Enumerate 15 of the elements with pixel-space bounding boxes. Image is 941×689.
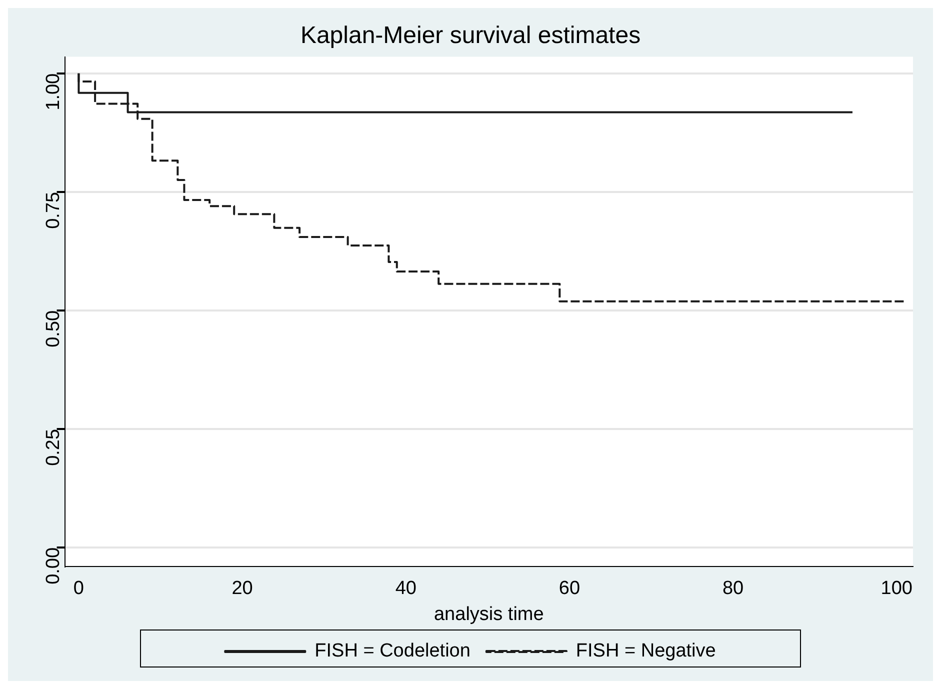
y-tick-label: 1.00: [43, 73, 64, 110]
y-tick-label: 0.00: [43, 547, 64, 584]
x-tick-label: 100: [880, 578, 912, 600]
y-tick-label: 0.25: [43, 428, 64, 466]
legend-label: FISH = Negative: [576, 640, 716, 662]
x-tick-label: 80: [722, 578, 744, 600]
x-axis-title: analysis time: [434, 604, 544, 625]
x-tick-label: 20: [232, 578, 253, 600]
x-tick-label: 40: [395, 578, 416, 600]
chart-title: Kaplan-Meier survival estimates: [300, 22, 641, 50]
y-tick-label: 0.50: [43, 310, 64, 348]
x-tick-label: 0: [73, 578, 84, 600]
legend-label: FISH = Codeletion: [314, 640, 470, 662]
x-tick-label: 60: [558, 578, 580, 600]
y-tick-label: 0.75: [43, 192, 64, 229]
